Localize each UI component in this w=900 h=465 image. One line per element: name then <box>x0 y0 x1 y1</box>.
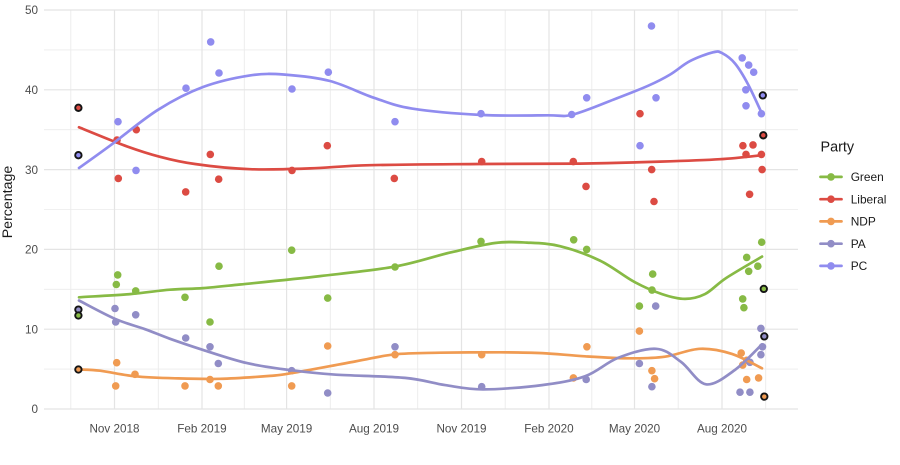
svg-text:Party: Party <box>821 140 855 156</box>
svg-text:Feb 2019: Feb 2019 <box>177 423 226 436</box>
svg-text:Nov 2019: Nov 2019 <box>436 423 486 436</box>
svg-text:Percentage: Percentage <box>0 166 16 239</box>
svg-text:50: 50 <box>25 4 39 17</box>
svg-text:Feb 2020: Feb 2020 <box>524 423 574 436</box>
svg-text:Aug 2020: Aug 2020 <box>697 423 748 436</box>
svg-text:0: 0 <box>31 403 38 416</box>
svg-text:Nov 2018: Nov 2018 <box>89 423 139 436</box>
svg-text:40: 40 <box>25 84 39 97</box>
svg-text:Aug 2019: Aug 2019 <box>349 423 399 436</box>
svg-text:May 2020: May 2020 <box>609 423 661 436</box>
svg-text:May 2019: May 2019 <box>261 423 312 436</box>
svg-text:30: 30 <box>25 164 39 177</box>
svg-text:Green: Green <box>851 170 884 184</box>
svg-text:20: 20 <box>25 244 39 257</box>
svg-text:Liberal: Liberal <box>851 192 887 206</box>
svg-text:PC: PC <box>851 259 868 273</box>
svg-text:PA: PA <box>851 237 866 251</box>
svg-text:10: 10 <box>25 323 39 336</box>
svg-text:NDP: NDP <box>851 215 876 229</box>
